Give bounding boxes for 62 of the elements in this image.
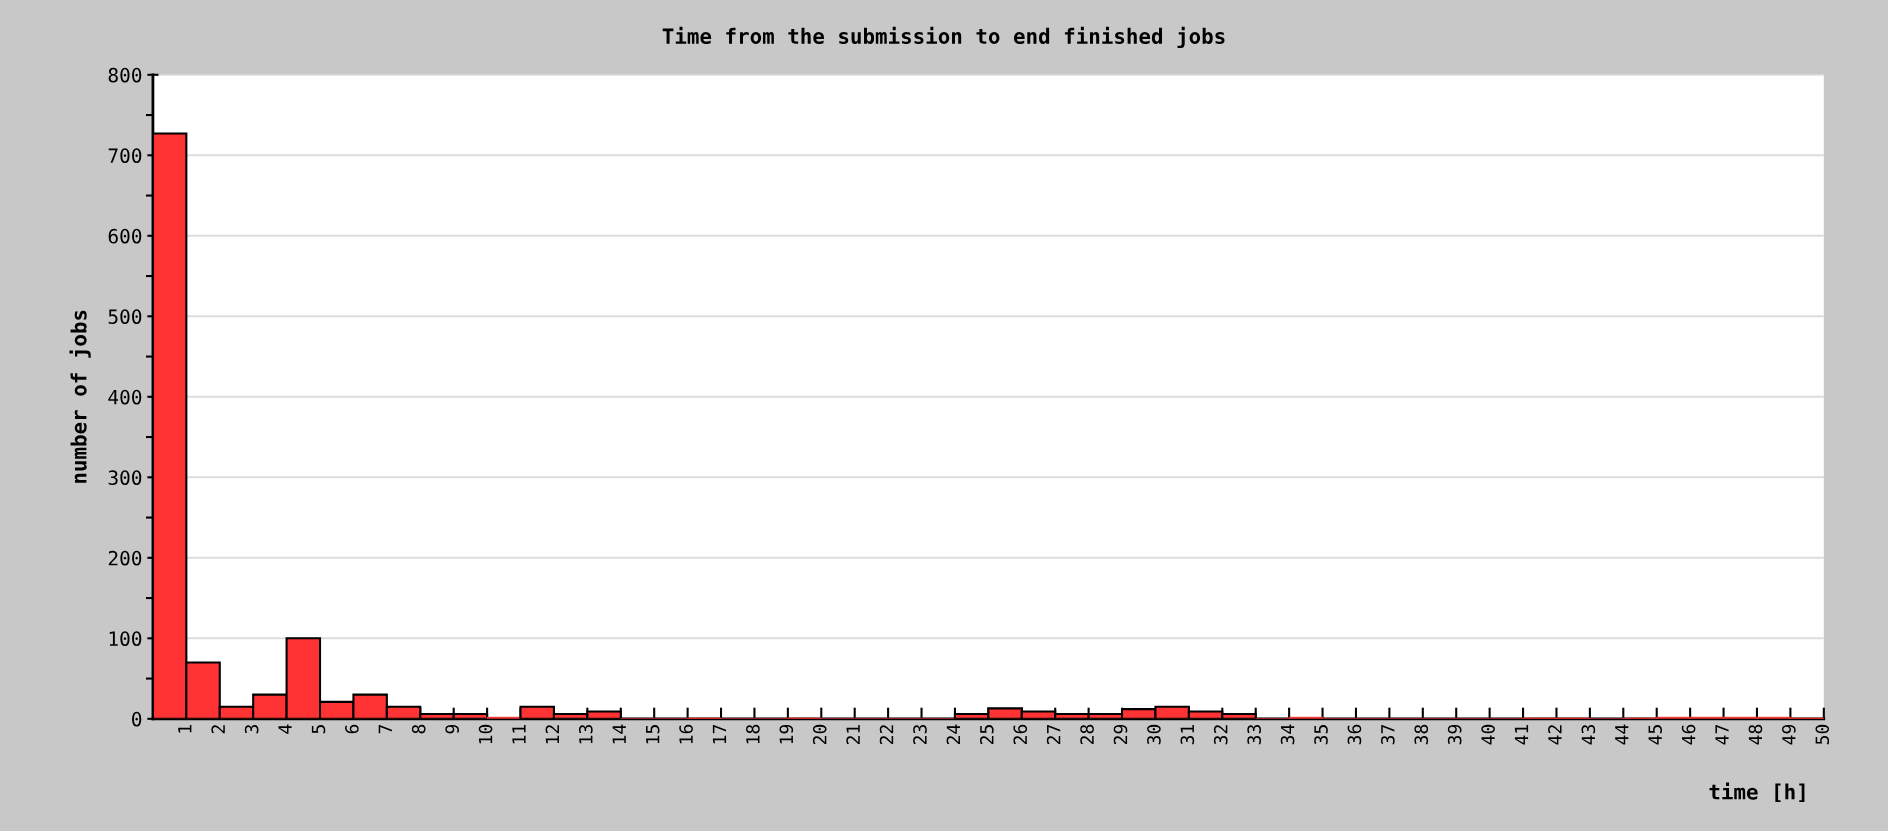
x-tick-label: 4 (278, 724, 292, 734)
x-tick-label: 25 (980, 725, 994, 745)
x-tick-label: 49 (1782, 724, 1796, 745)
x-tick-label: 15 (646, 725, 660, 744)
x-tick-label: 34 (1280, 724, 1295, 745)
x-tick-label: 6 (345, 724, 359, 734)
x-tick-label: 26 (1013, 724, 1028, 745)
x-tick-label: 38 (1414, 724, 1429, 745)
x-tick-label: 36 (1347, 724, 1362, 745)
x-tick-label: 43 (1581, 725, 1596, 745)
x-tick-label: 32 (1213, 725, 1228, 745)
x-tick-label: 41 (1514, 724, 1529, 745)
x-tick-label: 40 (1481, 724, 1495, 745)
x-tick-label: 12 (545, 725, 559, 744)
x-tick-label: 19 (779, 724, 794, 744)
x-tick-label: 37 (1381, 725, 1395, 745)
x-tick-label: 30 (1147, 724, 1161, 745)
x-tick-label: 20 (812, 724, 827, 745)
x-tick-label: 5 (311, 725, 326, 734)
x-tick-label: 28 (1080, 724, 1094, 745)
x-tick-label: 50 (1815, 724, 1830, 745)
x-tick-label: 45 (1648, 725, 1663, 745)
y-tick-label: 300 (108, 470, 142, 486)
x-tick-label: 39 (1447, 724, 1462, 745)
y-tick-label: 600 (108, 228, 142, 244)
x-tick-label: 33 (1247, 725, 1261, 745)
y-tick-label: 500 (108, 309, 142, 325)
x-tick-label: 7 (378, 725, 392, 734)
x-tick-label: 22 (879, 725, 894, 745)
x-tick-label: 46 (1681, 724, 1696, 745)
y-axis-title: number of jobs (69, 310, 91, 483)
x-tick-label: 2 (211, 725, 225, 734)
x-tick-label: 42 (1548, 725, 1562, 745)
x-tick-label: 9 (445, 724, 459, 734)
x-tick-label: 8 (411, 724, 426, 734)
y-tick-label: 800 (108, 67, 142, 83)
x-tick-label: 13 (578, 725, 593, 744)
y-tick-label: 0 (132, 711, 142, 727)
x-tick-label: 44 (1615, 724, 1629, 745)
x-tick-label: 1 (178, 724, 192, 733)
x-tick-label: 21 (846, 724, 860, 745)
x-tick-label: 18 (746, 724, 760, 744)
x-tick-label: 35 (1314, 725, 1328, 745)
y-tick-label: 400 (108, 389, 142, 405)
x-tick-label: 11 (512, 724, 526, 744)
y-tick-label: 200 (108, 550, 142, 566)
x-tick-label: 10 (478, 724, 493, 744)
chart-title: Time from the submission to end finished jobs (662, 26, 1225, 48)
x-tick-label: 24 (946, 724, 960, 745)
y-tick-label: 100 (109, 631, 142, 647)
x-tick-label: 3 (244, 725, 259, 734)
x-tick-label: 29 (1113, 724, 1128, 745)
x-tick-label: 27 (1046, 725, 1061, 745)
x-tick-label: 17 (712, 725, 727, 744)
x-axis-title: time [h] (1709, 782, 1805, 803)
x-tick-label: 31 (1180, 724, 1195, 745)
x-tick-label: 16 (679, 724, 693, 744)
x-tick-label: 23 (913, 725, 927, 745)
x-tick-label: 48 (1748, 724, 1763, 745)
x-tick-label: 47 (1715, 725, 1729, 745)
x-tick-label: 14 (612, 724, 626, 744)
y-tick-label: 700 (108, 148, 142, 164)
